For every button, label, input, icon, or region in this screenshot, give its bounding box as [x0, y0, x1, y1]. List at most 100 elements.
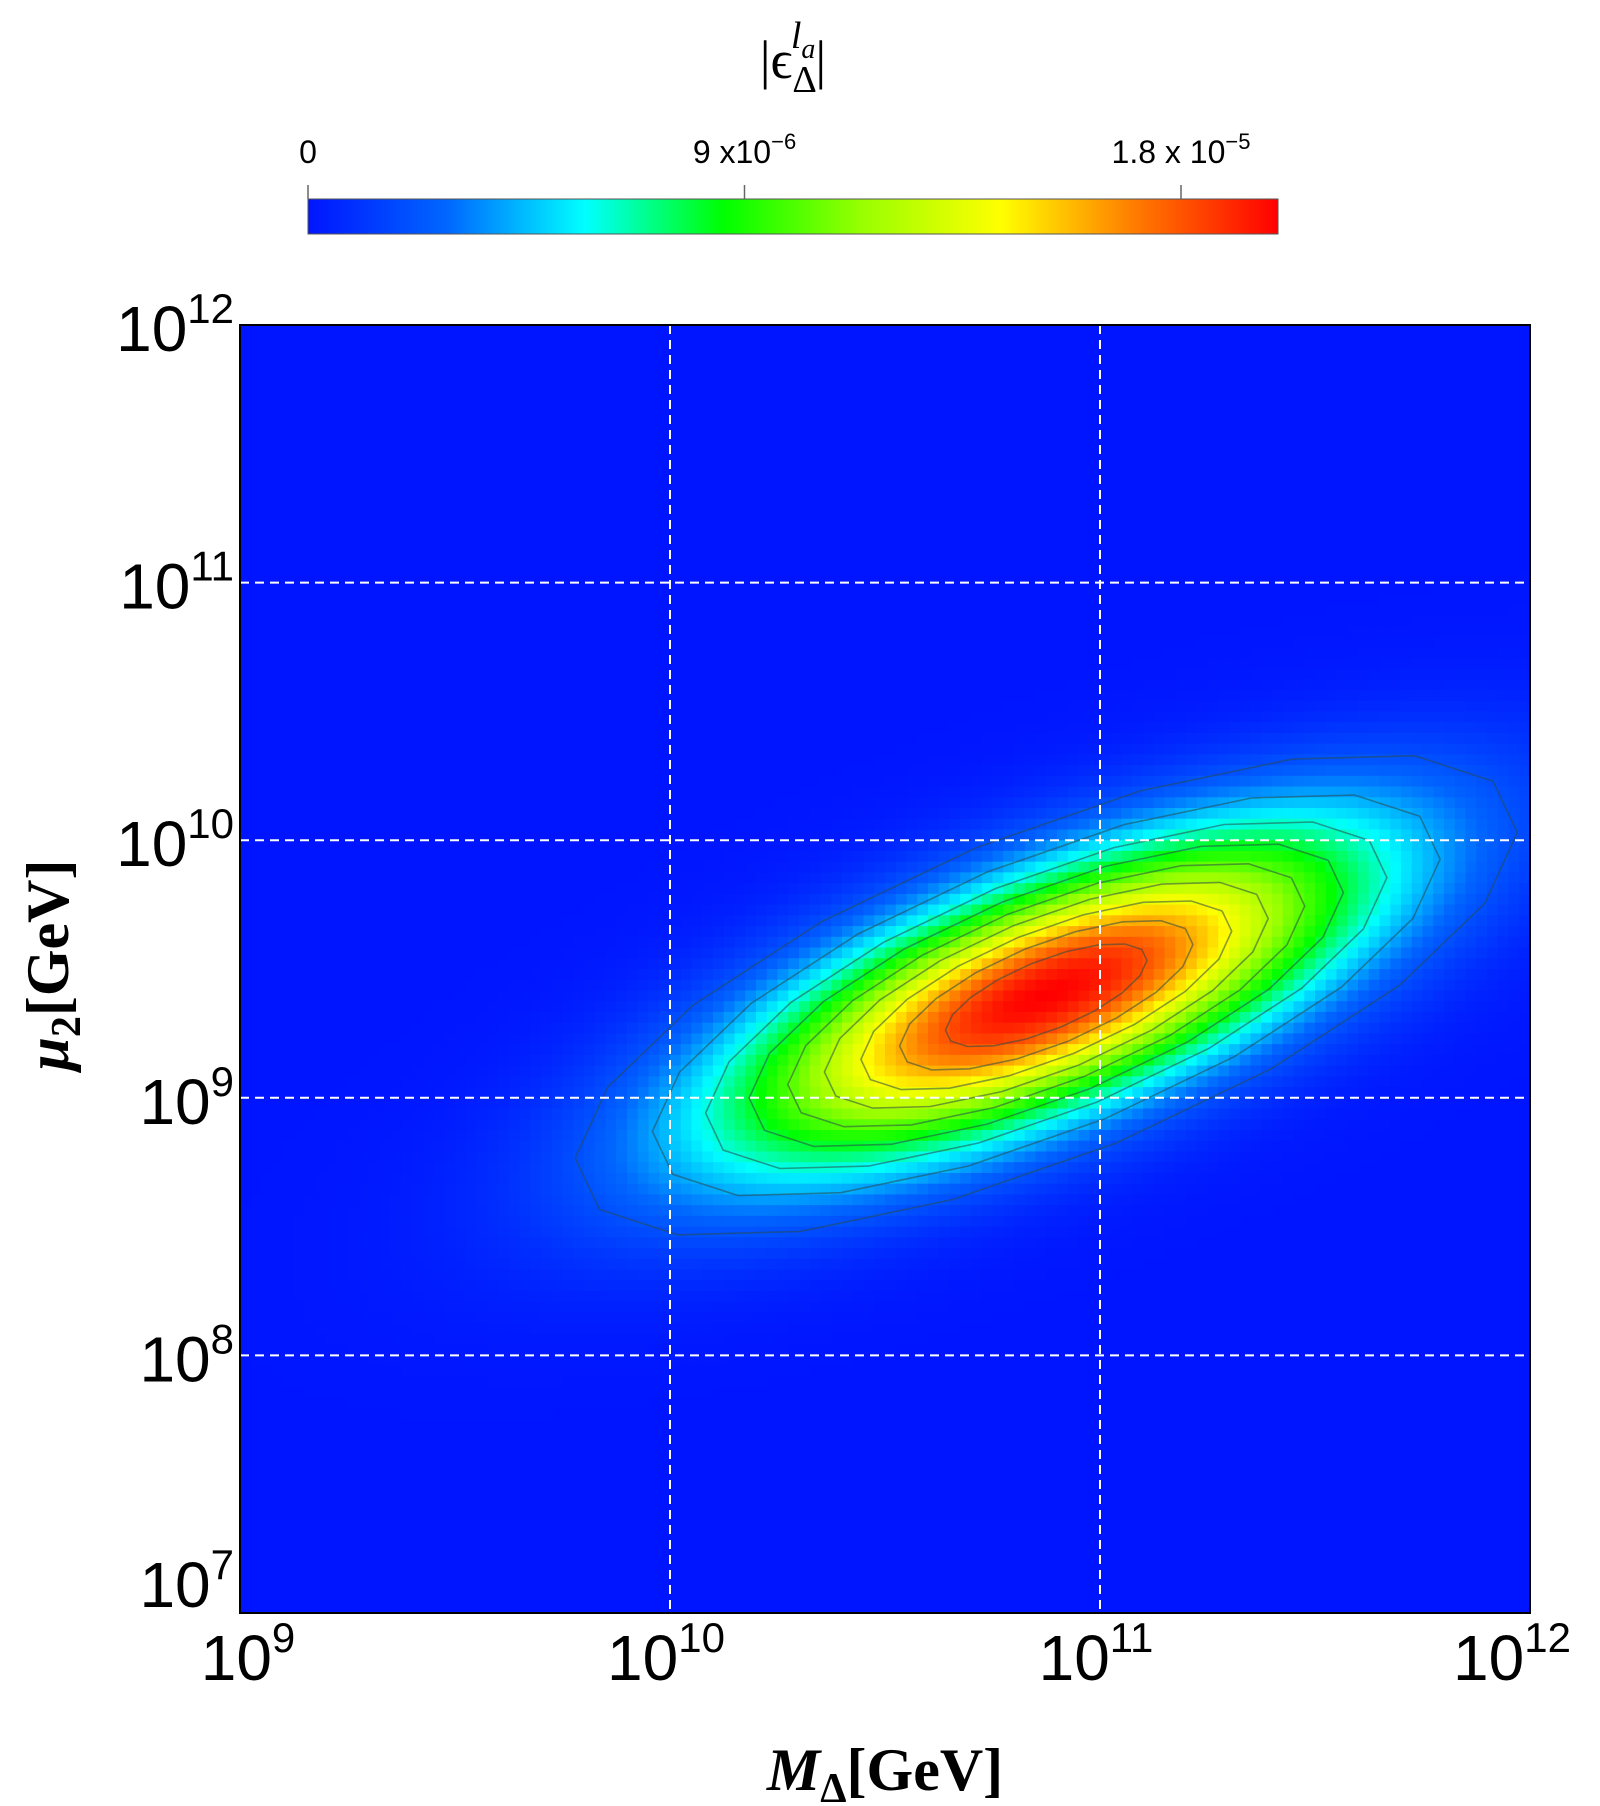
heatmap-cell	[605, 754, 617, 766]
heatmap-cell	[1411, 486, 1424, 498]
heatmap-cell	[573, 507, 585, 519]
heatmap-cell	[637, 765, 650, 777]
heatmap-cell	[584, 528, 596, 541]
heatmap-cell	[702, 668, 714, 680]
heatmap-cell	[917, 689, 929, 702]
heatmap-cell	[326, 539, 338, 551]
heatmap-cell	[1325, 636, 1338, 648]
heatmap-cell	[1218, 732, 1230, 745]
heatmap-cell	[1218, 743, 1230, 755]
heatmap-cell	[283, 410, 295, 423]
heatmap-cell	[960, 367, 972, 380]
heatmap-cell	[1261, 722, 1273, 734]
heatmap-cell	[487, 400, 499, 412]
heatmap-cell	[508, 625, 521, 637]
heatmap-cell	[1164, 539, 1176, 551]
heatmap-cell	[1014, 593, 1026, 605]
heatmap-cell	[616, 496, 628, 509]
heatmap-cell	[820, 668, 832, 680]
heatmap-cell	[530, 593, 542, 605]
heatmap-cell	[541, 625, 553, 637]
heatmap-cell	[713, 367, 725, 380]
heatmap-cell	[519, 335, 531, 348]
heatmap-cell	[1508, 550, 1520, 562]
heatmap-cell	[1476, 357, 1488, 369]
heatmap-cell	[1293, 561, 1305, 573]
heatmap-cell	[433, 679, 445, 691]
heatmap-cell	[723, 421, 736, 433]
heatmap-cell	[1368, 518, 1381, 530]
heatmap-cell	[476, 335, 488, 348]
heatmap-cell	[498, 389, 510, 401]
heatmap-cell	[261, 550, 273, 562]
heatmap-cell	[1057, 475, 1069, 487]
heatmap-cell	[659, 614, 671, 627]
heatmap-cell	[240, 486, 252, 498]
heatmap-cell	[1067, 722, 1080, 734]
heatmap-cell	[1100, 421, 1112, 433]
heatmap-cell	[401, 518, 413, 530]
heatmap-cell	[723, 689, 736, 702]
heatmap-cell	[541, 657, 553, 670]
heatmap-cell	[831, 689, 843, 702]
heatmap-cell	[1519, 410, 1530, 423]
heatmap-cell	[745, 464, 757, 476]
heatmap-cell	[1250, 378, 1262, 390]
heatmap-cell	[734, 765, 746, 777]
heatmap-cell	[1272, 475, 1284, 487]
heatmap-cell	[1078, 550, 1090, 562]
heatmap-cell	[906, 604, 918, 616]
heatmap-cell	[702, 765, 714, 777]
heatmap-cell	[1368, 604, 1381, 616]
heatmap-cell	[960, 614, 972, 627]
heatmap-cell	[1067, 507, 1080, 519]
heatmap-cell	[1014, 325, 1026, 337]
heatmap-cell	[1433, 722, 1445, 734]
heatmap-cell	[283, 647, 295, 659]
heatmap-cell	[659, 561, 671, 573]
heatmap-cell	[304, 443, 316, 455]
heatmap-cell	[1422, 367, 1434, 380]
heatmap-cell	[1003, 367, 1015, 380]
heatmap-cell	[616, 657, 628, 670]
heatmap-cell	[928, 593, 940, 605]
heatmap-cell	[1046, 582, 1058, 594]
heatmap-cell	[971, 432, 983, 444]
heatmap-cell	[541, 711, 553, 723]
heatmap-cell	[1164, 625, 1176, 637]
heatmap-cell	[390, 732, 402, 745]
heatmap-cell	[1401, 582, 1413, 594]
heatmap-cell	[713, 421, 725, 433]
heatmap-cell	[326, 453, 338, 466]
heatmap-cell	[691, 335, 703, 348]
heatmap-cell	[1250, 325, 1262, 337]
heatmap-cell	[487, 679, 499, 691]
heatmap-cell	[594, 582, 607, 594]
heatmap-cell	[1067, 593, 1080, 605]
heatmap-cell	[1497, 464, 1510, 476]
heatmap-cell	[1347, 668, 1359, 680]
heatmap-cell	[401, 453, 413, 466]
heatmap-cell	[605, 389, 617, 401]
heatmap-cell	[981, 711, 994, 723]
heatmap-cell	[1508, 743, 1520, 755]
heatmap-cell	[1422, 561, 1434, 573]
heatmap-cell	[992, 453, 1004, 466]
heatmap-cell	[1487, 335, 1499, 348]
heatmap-cell	[1100, 625, 1112, 637]
heatmap-cell	[1519, 679, 1530, 691]
heatmap-cell	[1250, 475, 1262, 487]
heatmap-cell	[444, 528, 456, 541]
heatmap-cell	[1121, 335, 1133, 348]
heatmap-cell	[347, 668, 359, 680]
heatmap-cell	[1229, 700, 1241, 712]
heatmap-cell	[917, 604, 929, 616]
heatmap-cell	[605, 475, 617, 487]
heatmap-cell	[1100, 604, 1112, 616]
heatmap-cell	[584, 657, 596, 670]
heatmap-cell	[906, 518, 918, 530]
heatmap-cell	[1368, 335, 1381, 348]
heatmap-cell	[1336, 357, 1348, 369]
heatmap-cell	[627, 400, 639, 412]
heatmap-cell	[745, 689, 757, 702]
